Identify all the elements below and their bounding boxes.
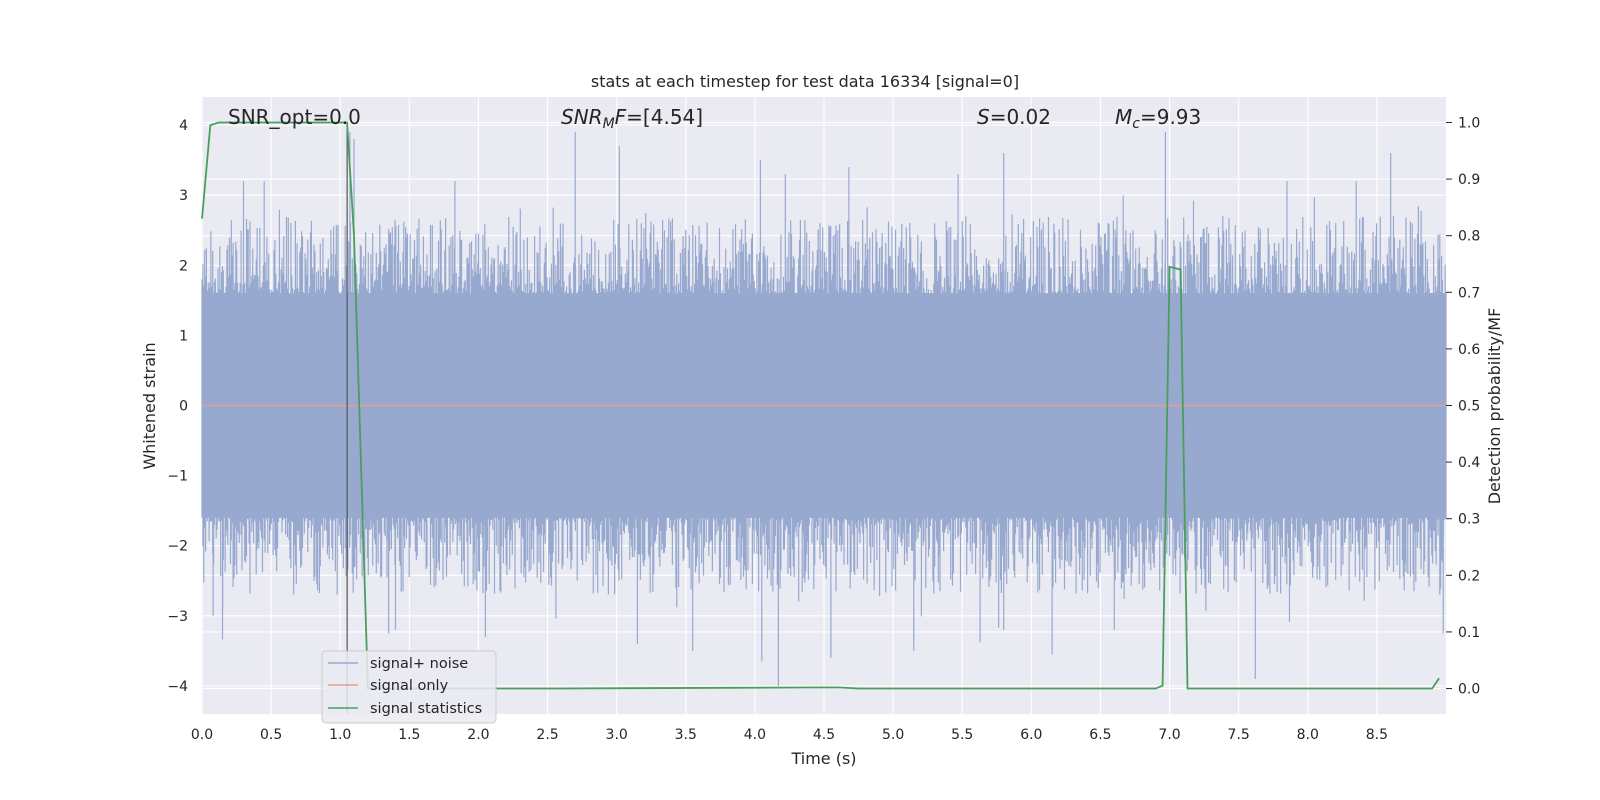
x-tick-label-3: 1.5 [398,727,420,743]
annotation-snr-mf: SNRMF=[4.54] [561,105,703,132]
right-tick-label-7: 0.3 [1458,512,1480,528]
right-tick-label-3: 0.7 [1458,285,1480,301]
legend-label-signal-only: signal only [370,678,449,694]
y-tick-label-2: 2 [179,258,188,274]
y-tick-label-3: 1 [179,328,188,344]
legend-label-noise: signal+ noise [370,656,468,672]
right-tick-label-10: 0.0 [1458,682,1480,698]
x-axis-ticks: 0.0 0.5 1.0 1.5 2.0 2.5 3.0 3.5 4.0 4.5 5.0 5.5 6.0 6… [191,727,1388,743]
right-tick-label-4: 0.6 [1458,342,1480,358]
annotation-s: S=0.02 [977,105,1051,129]
y-axis-label: Whitened strain [140,342,159,469]
x-tick-label-16: 8.0 [1297,727,1319,743]
x-tick-label-17: 8.5 [1366,727,1388,743]
legend-label-statistics: signal statistics [370,701,482,717]
y-tick-label-1: 3 [179,188,188,204]
x-tick-label-11: 5.5 [951,727,973,743]
y-axis-ticks: 4 3 2 1 0 −1 −2 −3 −4 [167,118,188,695]
right-tick-label-2: 0.8 [1458,229,1480,245]
x-tick-label-12: 6.0 [1020,727,1042,743]
y-tick-label-4: 0 [179,399,188,415]
y-tick-label-0: 4 [179,118,188,134]
annotation-snr-opt: SNR_opt=0.0 [228,105,361,129]
x-tick-label-15: 7.5 [1228,727,1250,743]
right-axis-label: Detection probability/MF [1485,308,1504,505]
x-tick-label-2: 1.0 [329,727,351,743]
legend: signal+ noise signal only signal statist… [321,650,497,724]
x-tick-label-13: 6.5 [1089,727,1111,743]
y-tick-label-7: −3 [167,609,188,625]
x-tick-label-7: 3.5 [675,727,697,743]
x-tick-label-10: 5.0 [882,727,904,743]
right-tick-label-5: 0.5 [1458,399,1480,415]
x-tick-label-5: 2.5 [536,727,558,743]
right-tick-label-8: 0.2 [1458,568,1480,584]
right-tick-label-6: 0.4 [1458,455,1480,471]
x-tick-label-8: 4.0 [744,727,766,743]
y-tick-label-8: −4 [167,679,188,695]
right-tick-label-1: 0.9 [1458,172,1480,188]
right-axis-ticks: 1.0 0.9 0.8 0.7 0.6 0.5 0.4 0.3 0.2 0.1 0.0 [1446,115,1480,698]
right-tick-label-9: 0.1 [1458,625,1480,641]
y-tick-label-5: −1 [167,469,188,485]
legend-box [321,650,497,724]
x-tick-label-6: 3.0 [606,727,628,743]
x-tick-label-9: 4.5 [813,727,835,743]
x-tick-label-4: 2.0 [467,727,489,743]
annotation-mc: Mc=9.93 [1115,105,1201,132]
x-axis-label: Time (s) [790,749,856,768]
signal-statistics-line [201,121,1440,690]
x-tick-label-1: 0.5 [260,727,282,743]
x-tick-label-14: 7.0 [1158,727,1180,743]
x-tick-label-0: 0.0 [191,727,213,743]
right-tick-label-0: 1.0 [1458,115,1480,131]
chart-title: stats at each timestep for test data 163… [591,72,1019,91]
y-tick-label-6: −2 [167,539,188,555]
